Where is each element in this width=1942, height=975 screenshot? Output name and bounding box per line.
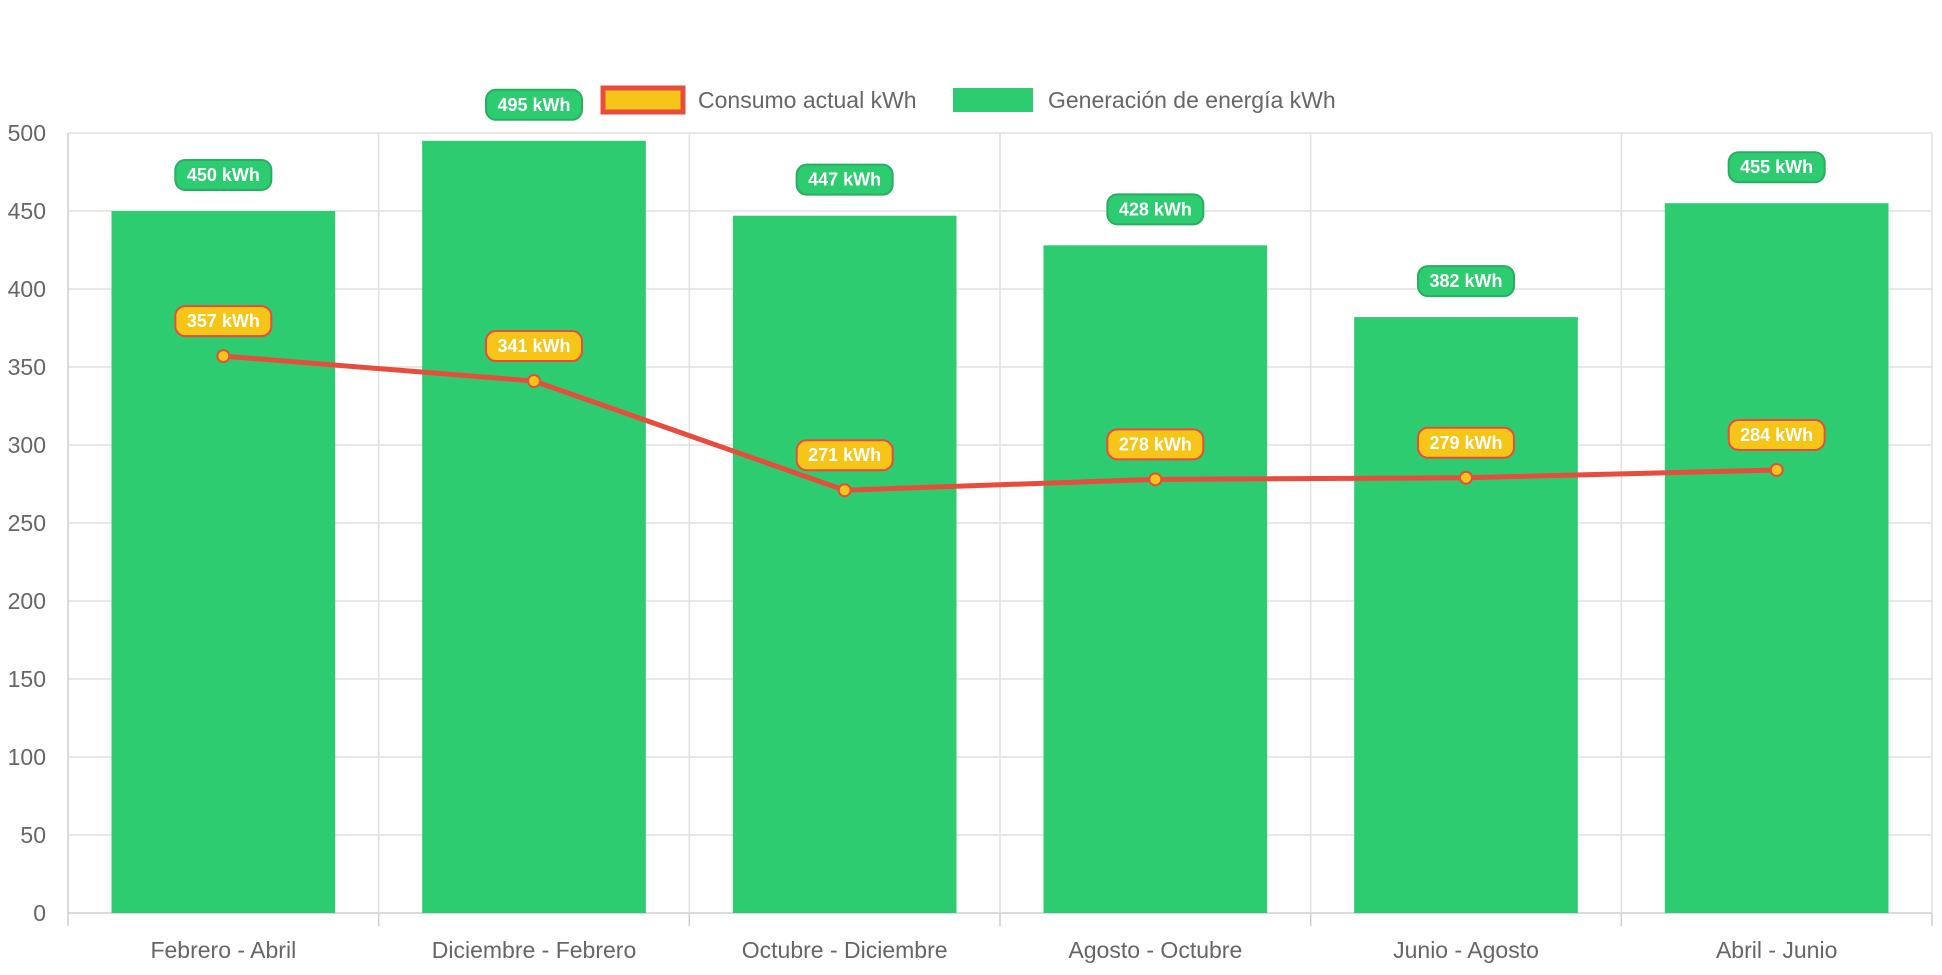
line-data-label: 284 kWh (1727, 418, 1826, 451)
data-label-text: 428 kWh (1119, 199, 1192, 219)
data-label-text: 279 kWh (1429, 433, 1502, 453)
y-tick-label: 250 (8, 510, 46, 536)
data-label-text: 447 kWh (808, 170, 881, 190)
line-series (216, 349, 1784, 498)
data-label-text: 284 kWh (1740, 425, 1813, 445)
data-label-text: 271 kWh (808, 445, 881, 465)
x-tick-label: Febrero - Abril (150, 937, 296, 963)
legend-swatch (953, 88, 1033, 112)
data-label-badge (1727, 151, 1826, 184)
line-data-label: 279 kWh (1417, 426, 1515, 459)
line-point (1148, 472, 1163, 487)
bar (1043, 245, 1268, 913)
line-point (1769, 462, 1784, 477)
legend-item[interactable]: Consumo actual kWh (600, 85, 917, 115)
y-tick-label: 200 (8, 588, 46, 614)
bar-data-label: 447 kWh (795, 163, 894, 196)
x-tick-label: Agosto - Octubre (1068, 937, 1242, 963)
bar-series (111, 140, 1889, 914)
data-label-badge (1727, 418, 1826, 451)
line-data-label: 278 kWh (1106, 428, 1205, 461)
line-data-label: 271 kWh (795, 439, 894, 472)
x-tick-label: Diciembre - Febrero (432, 937, 637, 963)
data-label-badge (795, 163, 894, 196)
data-label-badge (485, 88, 583, 121)
bar (1354, 317, 1578, 914)
x-tick-label: Octubre - Diciembre (742, 937, 948, 963)
data-label-badge (795, 439, 894, 472)
y-tick-label: 300 (8, 432, 46, 458)
data-label-text: 382 kWh (1429, 271, 1502, 291)
consumption-line (223, 353, 1777, 493)
line-point (1459, 470, 1473, 485)
grid (67, 132, 1933, 914)
data-label-text: 341 kWh (497, 336, 570, 356)
data-labels: 450 kWh 495 kWh 447 kWh 428 kWh 382 kWh 455 k… (174, 88, 1826, 472)
x-tick-label: Junio - Agosto (1393, 937, 1539, 963)
data-label-badge (1106, 193, 1205, 226)
line-data-label: 357 kWh (174, 305, 273, 338)
line-point (527, 374, 541, 389)
data-label-text: 278 kWh (1119, 434, 1192, 454)
axes: 0 50 100 150 200 250 300 350 400 450 500 Febrero - … (8, 120, 1933, 963)
data-label-badge (174, 159, 273, 191)
y-tick-label: 50 (20, 822, 46, 848)
bar-data-label: 382 kWh (1417, 265, 1515, 298)
legend-label: Generación de energía kWh (1048, 87, 1336, 113)
bar-data-label: 495 kWh (485, 88, 583, 121)
line-data-label: 341 kWh (485, 330, 583, 363)
bar-data-label: 455 kWh (1727, 151, 1826, 184)
data-label-text: 455 kWh (1740, 157, 1813, 177)
data-label-badge (174, 305, 273, 338)
y-tick-label: 100 (8, 744, 46, 770)
bar (732, 215, 957, 913)
data-label-text: 450 kWh (187, 165, 260, 185)
data-label-badge (1417, 426, 1515, 459)
bar-data-label: 428 kWh (1106, 193, 1205, 226)
data-label-text: 495 kWh (497, 95, 570, 115)
data-label-badge (485, 330, 583, 363)
y-tick-label: 450 (8, 198, 46, 224)
bar-data-label: 450 kWh (174, 159, 273, 191)
data-label-badge (1106, 428, 1205, 461)
legend[interactable]: Consumo actual kWh Generación de energía … (600, 85, 1336, 115)
x-tick-label: Abril - Junio (1716, 937, 1837, 963)
y-tick-label: 400 (8, 276, 46, 302)
legend-swatch (600, 85, 686, 115)
line-point (837, 483, 852, 498)
data-label-text: 357 kWh (187, 311, 260, 331)
y-tick-label: 350 (8, 354, 46, 380)
y-tick-label: 500 (8, 120, 46, 146)
data-label-badge (1417, 265, 1515, 298)
legend-item[interactable]: Generación de energía kWh (953, 87, 1336, 113)
y-tick-label: 150 (8, 666, 46, 692)
bar (1664, 203, 1889, 913)
y-tick-label: 0 (33, 900, 46, 926)
legend-label: Consumo actual kWh (698, 87, 917, 113)
bar (422, 140, 646, 914)
line-point (216, 349, 231, 364)
